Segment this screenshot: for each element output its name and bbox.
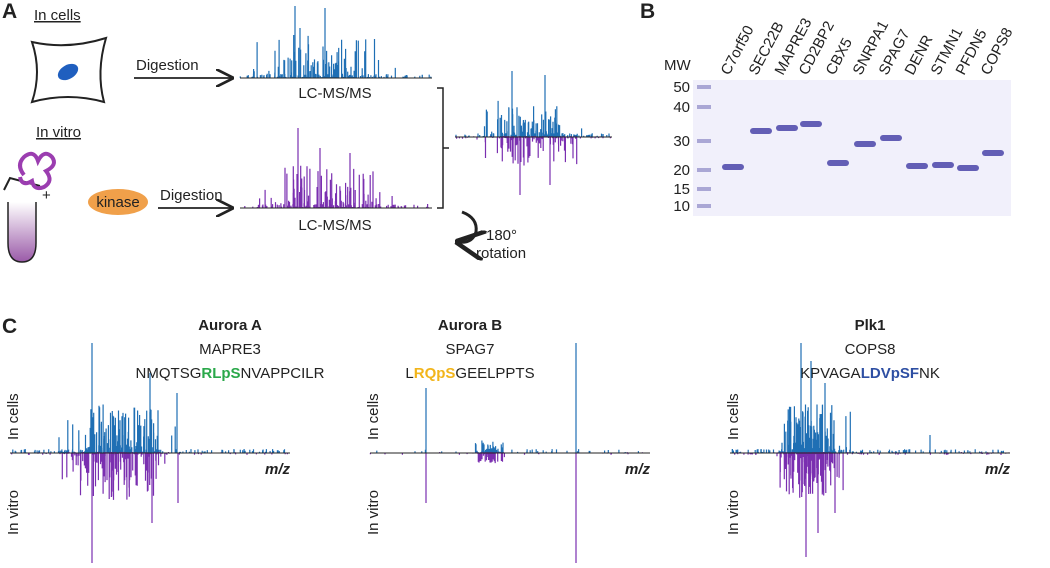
ladder-label: 40 [673,99,690,116]
peptide: LRQpSGEELPPTS [405,365,534,382]
protein-band [932,162,954,168]
peptide-segment: NVAPPCILR [241,365,325,382]
protein-band [982,150,1004,156]
protein-band [750,128,772,134]
digestion-label: Digestion [136,57,199,74]
protein-icon [18,151,56,191]
in-cells-label: In cells [34,7,81,24]
protein-name: SPAG7 [446,341,495,358]
kinase-title: Plk1 [855,317,886,334]
bracket [437,87,449,209]
protein-band [854,141,876,147]
protein-band [722,164,744,170]
rotation-angle: 180° [486,227,517,244]
ladder-label: 20 [673,162,690,179]
peptide-segment: KPVAGA [800,365,861,382]
kinase-label: kinase [96,194,139,211]
peptide: NMQTSGRLpSNVAPPCILR [136,365,325,382]
ladder-band [697,85,711,89]
ladder-band [697,187,711,191]
digestion-label: Digestion [160,187,223,204]
axis-label: m/z [985,461,1011,478]
in-vitro-label: In vitro [365,490,382,535]
spectrum-peaks [455,71,610,137]
in-vitro-label: In vitro [725,490,742,535]
in-vitro-label: In vitro [5,490,22,535]
mw-label: MW [664,57,691,74]
peptide-segment: RLpS [201,365,240,382]
in-cells-label: In cells [725,393,742,440]
peptide-segment: GEELPPTS [455,365,534,382]
ladder-band [697,139,711,143]
panel-label: A [2,0,17,23]
spectrum-peaks [11,452,288,563]
tube-icon [7,202,37,263]
ladder-band [697,204,711,208]
peptide-segment: NMQTSG [136,365,202,382]
nucleus-icon [57,63,79,81]
in-cells-label: In cells [365,393,382,440]
protein-band [906,163,928,169]
protein-name: MAPRE3 [199,341,261,358]
protein-band [957,165,979,171]
lc-ms-label: LC-MS/MS [298,85,371,102]
rotation-arrow [458,210,476,242]
protein-band [800,121,822,127]
cell-icon [30,36,108,104]
peptide-segment: RQpS [414,365,456,382]
kinase-title: Aurora B [438,317,502,334]
ladder-band [697,105,711,109]
protein-band [827,160,849,166]
lc-ms-label: LC-MS/MS [298,217,371,234]
in-cells-label: In cells [5,393,22,440]
kinase-title: Aurora A [198,317,262,334]
spectrum-peaks [731,343,1004,453]
spectrum-peaks [12,343,286,453]
peptide-segment: L [405,365,413,382]
ladder-label: 15 [673,181,690,198]
spectrum-peaks [376,343,639,453]
axis-label: m/z [625,461,651,478]
spectrum-peaks [455,136,611,195]
kinase-icon [88,189,148,215]
peptide-segment: NK [919,365,940,382]
gel [693,80,1011,216]
plus: + [42,187,51,204]
ladder-label: 50 [673,79,690,96]
peptide-segment: LDVpSF [861,365,919,382]
protein-name: COPS8 [845,341,896,358]
ladder-label: 30 [673,133,690,150]
peptide: KPVAGALDVpSFNK [800,365,940,382]
in-vitro-label: In vitro [36,124,81,141]
spectrum-peaks [369,452,643,563]
protein-band [776,125,798,131]
spectrum-peaks [730,452,1010,557]
panel-label: B [640,0,655,23]
rotation-label: rotation [476,245,526,262]
ladder-label: 10 [673,198,690,215]
spectrum-peaks [244,128,429,208]
protein-band [880,135,902,141]
panel-label: C [2,315,17,338]
spectrum-peaks [239,6,432,78]
ladder-band [697,168,711,172]
axis-label: m/z [265,461,291,478]
